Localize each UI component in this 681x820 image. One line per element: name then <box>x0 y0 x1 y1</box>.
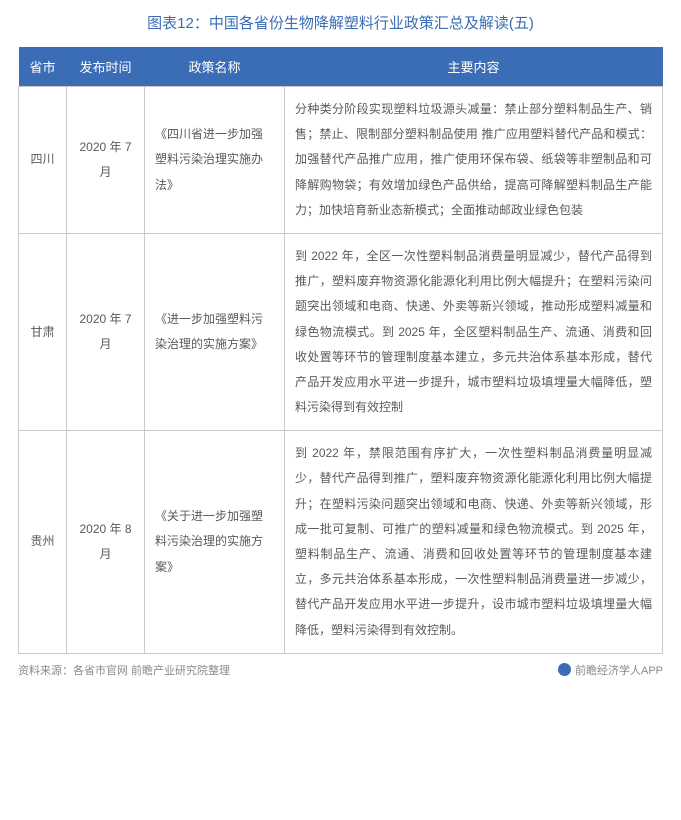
table-row: 甘肃 2020 年 7 月 《进一步加强塑料污染治理的实施方案》 到 2022 … <box>19 233 663 430</box>
table-row: 贵州 2020 年 8 月 《关于进一步加强塑料污染治理的实施方案》 到 202… <box>19 431 663 654</box>
col-policy: 政策名称 <box>145 47 285 87</box>
footer-brand: 前瞻经济学人APP <box>558 662 663 678</box>
col-province: 省市 <box>19 47 67 87</box>
document-container: 图表12：中国各省份生物降解塑料行业政策汇总及解读(五) 省市 发布时间 政策名… <box>0 0 681 688</box>
cell-date: 2020 年 7 月 <box>67 87 145 234</box>
table-header-row: 省市 发布时间 政策名称 主要内容 <box>19 47 663 87</box>
cell-province: 贵州 <box>19 431 67 654</box>
cell-date: 2020 年 8 月 <box>67 431 145 654</box>
chart-title: 图表12：中国各省份生物降解塑料行业政策汇总及解读(五) <box>18 12 663 33</box>
cell-policy: 《四川省进一步加强塑料污染治理实施办法》 <box>145 87 285 234</box>
cell-date: 2020 年 7 月 <box>67 233 145 430</box>
policy-table: 省市 发布时间 政策名称 主要内容 四川 2020 年 7 月 《四川省进一步加… <box>18 47 663 654</box>
cell-policy: 《关于进一步加强塑料污染治理的实施方案》 <box>145 431 285 654</box>
table-row: 四川 2020 年 7 月 《四川省进一步加强塑料污染治理实施办法》 分种类分阶… <box>19 87 663 234</box>
logo-icon <box>558 663 571 676</box>
cell-province: 甘肃 <box>19 233 67 430</box>
footer-app: 前瞻经济学人APP <box>575 662 663 678</box>
footer: 资料来源：各省市官网 前瞻产业研究院整理 前瞻经济学人APP <box>18 662 663 678</box>
cell-province: 四川 <box>19 87 67 234</box>
col-date: 发布时间 <box>67 47 145 87</box>
cell-content: 到 2022 年，禁限范围有序扩大，一次性塑料制品消费量明显减少，替代产品得到推… <box>285 431 663 654</box>
cell-content: 到 2022 年，全区一次性塑料制品消费量明显减少，替代产品得到推广，塑料废弃物… <box>285 233 663 430</box>
col-content: 主要内容 <box>285 47 663 87</box>
footer-source: 资料来源：各省市官网 前瞻产业研究院整理 <box>18 662 230 678</box>
cell-content: 分种类分阶段实现塑料垃圾源头减量：禁止部分塑料制品生产、销售；禁止、限制部分塑料… <box>285 87 663 234</box>
cell-policy: 《进一步加强塑料污染治理的实施方案》 <box>145 233 285 430</box>
